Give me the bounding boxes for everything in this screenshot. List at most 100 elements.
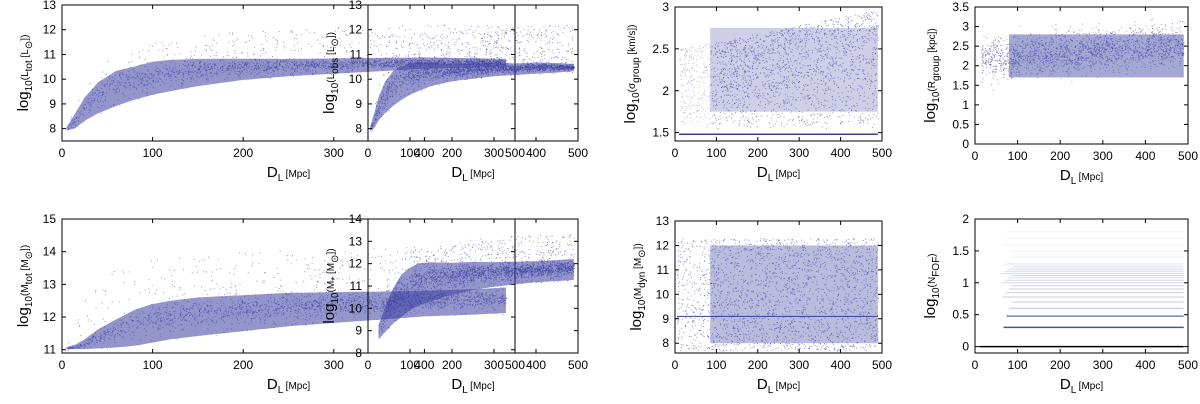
scatter-point (443, 55, 445, 57)
scatter-point (440, 58, 442, 60)
scatter-point (566, 50, 568, 52)
x-tick-label: 300 (324, 146, 344, 160)
scatter-point (557, 34, 559, 36)
scatter-point (263, 48, 265, 49)
scatter-point (567, 43, 569, 45)
scatter-point (548, 40, 550, 42)
scatter-point (277, 42, 279, 44)
scatter-point (489, 35, 491, 37)
scatter-point (480, 33, 482, 35)
scatter-point (488, 44, 490, 46)
scatter-point (468, 55, 470, 57)
scatter-point (334, 30, 336, 32)
scatter-point (444, 25, 445, 26)
scatter-point (518, 52, 520, 54)
scatter-point (381, 54, 383, 56)
scatter-point (808, 23, 810, 25)
scatter-point (826, 123, 828, 124)
scatter-point (528, 41, 530, 43)
scatter-point (251, 35, 252, 37)
scatter-point (558, 26, 560, 27)
scatter-point (383, 73, 385, 75)
scatter-point (505, 54, 507, 56)
scatter-point (449, 48, 451, 50)
scatter-point (496, 54, 498, 56)
scatter-point (556, 48, 558, 50)
scatter-point (510, 53, 512, 55)
scatter-point (128, 62, 130, 64)
scatter-point (490, 58, 492, 59)
scatter-point (497, 57, 498, 58)
scatter-point (505, 30, 507, 32)
scatter-point (472, 58, 474, 60)
scatter-point (482, 45, 484, 46)
scatter-point (441, 49, 443, 51)
scatter-point (870, 19, 872, 21)
scatter-point (349, 34, 351, 36)
scatter-point (540, 52, 542, 54)
scatter-point (289, 57, 291, 59)
scatter-point (703, 72, 705, 74)
scatter-point (474, 57, 476, 59)
scatter-point (550, 25, 552, 27)
scatter-point (166, 54, 168, 56)
scatter-point (702, 71, 704, 73)
scatter-point (496, 40, 498, 42)
scatter-point (375, 103, 377, 105)
scatter-point (866, 14, 868, 16)
scatter-point (558, 48, 560, 50)
scatter-point (284, 47, 286, 49)
scatter-point (262, 53, 264, 55)
scatter-point (488, 27, 490, 29)
scatter-point (344, 47, 346, 49)
scatter-point (422, 58, 424, 60)
scatter-point (396, 48, 398, 50)
scatter-point (191, 55, 192, 57)
scatter-point (144, 58, 146, 60)
scatter-point (783, 126, 785, 128)
scatter-point (418, 51, 420, 53)
y-axis-label: log10(Ltot [L⊙]) (15, 35, 35, 112)
scatter-point (542, 59, 544, 61)
scatter-point (513, 32, 515, 34)
scatter-point (440, 48, 442, 50)
scatter-point (684, 118, 686, 120)
scatter-point (533, 52, 535, 54)
scatter-point (495, 54, 497, 56)
scatter-point (401, 59, 403, 61)
scatter-point (375, 101, 377, 103)
scatter-point (749, 122, 751, 123)
scatter-point (450, 31, 452, 33)
scatter-point (283, 45, 285, 47)
scatter-point (557, 57, 559, 59)
scatter-point (540, 34, 542, 35)
scatter-point (469, 58, 471, 60)
scatter-point (418, 53, 420, 55)
scatter-point (467, 52, 468, 54)
scatter-point (519, 41, 521, 43)
scatter-point (864, 12, 866, 14)
scatter-point (483, 36, 485, 38)
scatter-point (864, 17, 866, 19)
scatter-point (445, 57, 447, 59)
scatter-point (551, 32, 553, 34)
scatter-point (424, 45, 426, 47)
scatter-point (231, 40, 233, 42)
scatter-point (412, 42, 413, 44)
scatter-point (726, 120, 728, 121)
scatter-point (371, 32, 373, 34)
scatter-point (422, 39, 424, 41)
scatter-point (685, 109, 687, 111)
scatter-point (536, 51, 538, 53)
x-tick-label: 200 (442, 146, 462, 160)
scatter-point (710, 122, 712, 124)
scatter-point (476, 57, 478, 59)
scatter-point (395, 42, 397, 44)
scatter-point (500, 59, 502, 61)
scatter-point (387, 45, 389, 47)
scatter-point (549, 25, 551, 27)
scatter-point (714, 115, 716, 117)
scatter-point (155, 42, 157, 44)
x-tick-label: 0 (59, 146, 66, 160)
